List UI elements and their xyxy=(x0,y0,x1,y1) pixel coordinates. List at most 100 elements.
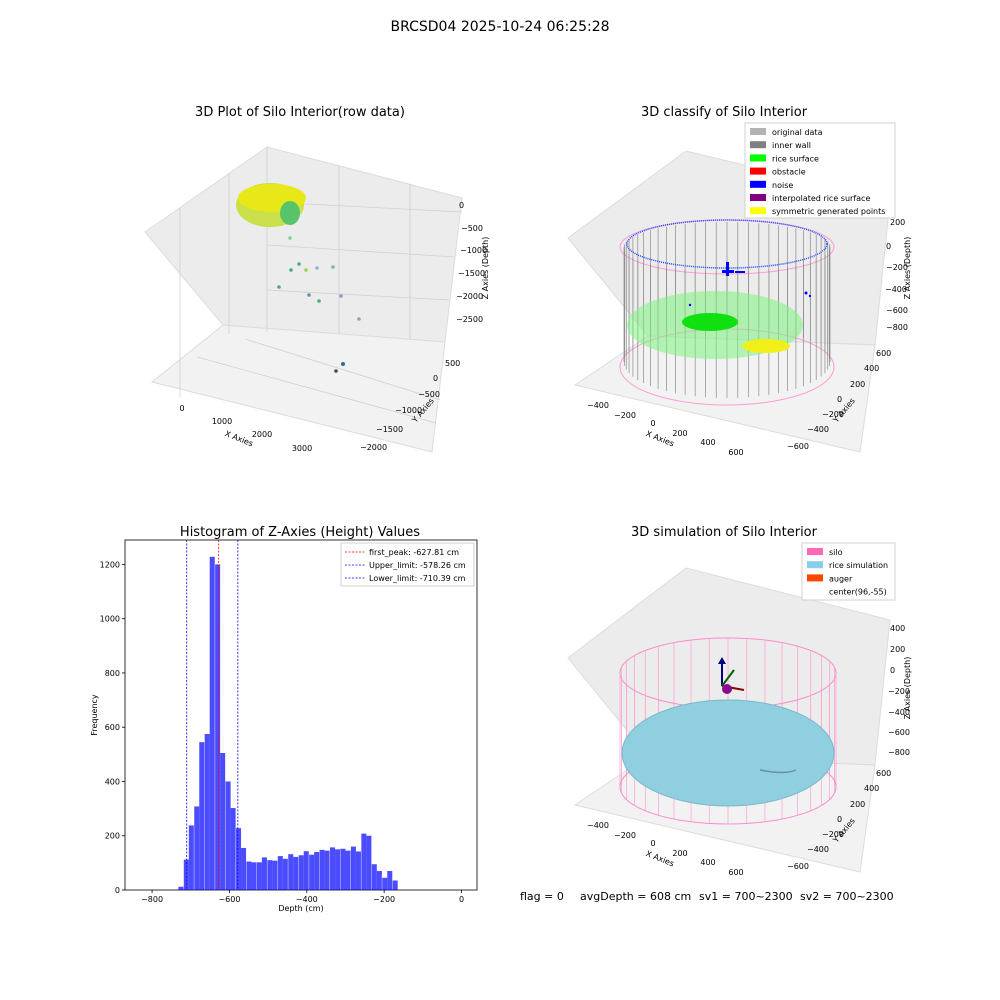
raw-back-pane xyxy=(144,146,463,343)
panel-raw-3d: 3D Plot of Silo Interior(row data) xyxy=(144,105,490,453)
histogram-legend-label: Lower_limit: -710.39 cm xyxy=(369,574,466,583)
classify-xtick-label: 200 xyxy=(672,429,687,438)
simulation-ztick-label: −200 xyxy=(888,687,910,696)
histogram-bar xyxy=(324,850,330,890)
classify-legend-swatch xyxy=(750,141,766,149)
histogram-bar xyxy=(350,846,356,890)
simulation-xtick-label: 600 xyxy=(728,868,743,877)
histogram-bar xyxy=(293,856,299,890)
figure-suptitle: BRCSD04 2025-10-24 06:25:28 xyxy=(390,19,609,35)
raw-data-cluster xyxy=(280,201,300,225)
classify-legend-label: interpolated rice surface xyxy=(772,194,870,203)
histogram-ylabel: Frequency xyxy=(90,694,99,736)
simulation-legend-swatch xyxy=(807,561,823,569)
histogram-ytick-label: 0 xyxy=(115,886,120,895)
classify-zlabel: Z Axies (Depth) xyxy=(903,237,912,300)
simulation-ytick-label: 200 xyxy=(850,800,865,809)
histogram-bar xyxy=(256,862,262,890)
classify-legend-swatch xyxy=(750,180,766,188)
classify-title: 3D classify of Silo Interior xyxy=(641,105,808,120)
raw-ztick-label: −1000 xyxy=(460,246,487,255)
simulation-legend-label: center(96,-55) xyxy=(829,588,887,597)
simulation-xtick-label: −400 xyxy=(587,821,609,830)
histogram-bar xyxy=(345,850,351,890)
histogram-bar xyxy=(183,859,189,890)
simulation-ztick-label: 400 xyxy=(890,624,905,633)
simulation-ytick-label: 600 xyxy=(876,769,891,778)
histogram-xtick-label: −200 xyxy=(373,895,395,904)
histogram-bar xyxy=(366,835,372,890)
histogram-bar xyxy=(261,857,267,890)
histogram-bar xyxy=(382,877,388,890)
histogram-bar xyxy=(314,852,320,890)
classify-ytick-label: −200 xyxy=(822,410,844,419)
raw-zlabel: Z Axies (Depth) xyxy=(481,237,490,300)
simulation-legend-label: rice simulation xyxy=(829,561,888,570)
histogram-bar xyxy=(392,880,398,890)
classify-xtick-label: −200 xyxy=(614,411,636,420)
classify-legend-label: inner wall xyxy=(772,141,811,150)
auger-z-arrowhead xyxy=(718,657,726,664)
classify-legend-swatch xyxy=(750,207,766,215)
raw-xtick-label: 2000 xyxy=(252,430,272,439)
histogram-ytick-label: 400 xyxy=(105,777,120,786)
histogram-bar xyxy=(340,848,346,890)
histogram-ytick-label: 800 xyxy=(105,669,120,678)
histogram-bar xyxy=(282,858,288,890)
histogram-legend-label: first_peak: -627.81 cm xyxy=(369,548,459,557)
classify-legend: original data inner wall rice surface obsta… xyxy=(744,122,896,219)
histogram-bar xyxy=(241,847,247,890)
classify-legend-swatch xyxy=(750,128,766,135)
histogram-bar xyxy=(371,864,377,890)
histogram-bars xyxy=(178,556,398,890)
classify-rice-dense xyxy=(682,313,738,331)
raw-xtick-label: 0 xyxy=(179,404,184,413)
classify-xtick-label: 0 xyxy=(650,419,655,428)
raw-ytick-label: −1500 xyxy=(376,425,403,434)
raw-xtick-label: 1000 xyxy=(212,417,232,426)
classify-ytick-label: 200 xyxy=(850,380,865,389)
classify-xtick-label: 400 xyxy=(700,438,715,447)
histogram-bar xyxy=(188,825,194,890)
classify-axis-ticks: −400 −200 0 200 400 600 600 400 200 0 −200 −400 −600… xyxy=(587,218,908,457)
raw-ytick-label: 500 xyxy=(445,359,460,368)
simulation-ytick-label: 400 xyxy=(864,784,879,793)
footer-readout: flag = 0 avgDepth = 608 cm sv1 = 700~230… xyxy=(520,890,894,903)
raw-floor-pane xyxy=(150,324,446,453)
histogram-axes xyxy=(124,539,478,891)
classify-ztick-label: −200 xyxy=(886,263,908,272)
histogram-bar xyxy=(204,733,210,890)
raw-ytick-label: 0 xyxy=(433,374,438,383)
simulation-ztick-label: 0 xyxy=(890,666,895,675)
histogram-bar xyxy=(225,781,231,890)
simulation-xlabel: X Axies xyxy=(645,849,676,868)
histogram-xtick-label: −800 xyxy=(141,895,163,904)
simulation-ztick-label: −800 xyxy=(888,748,910,757)
classify-xtick-label: 600 xyxy=(728,448,743,457)
histogram-xticks: −800 −600 −400 −200 0 xyxy=(141,890,464,904)
raw-xtick-label: 3000 xyxy=(292,444,312,453)
histogram-xlabel: Depth (cm) xyxy=(278,904,323,913)
histogram-bar xyxy=(215,564,221,890)
classify-legend-swatch xyxy=(750,194,766,201)
simulation-rice-surface xyxy=(621,699,835,807)
histogram-bar xyxy=(251,862,257,890)
histogram-bar xyxy=(209,556,215,890)
raw-ztick-label: −1500 xyxy=(458,269,485,278)
classify-xtick-label: −400 xyxy=(587,401,609,410)
simulation-axis-ticks: −400 −200 0 200 400 600 600 400 200 0 −200 −400 −600… xyxy=(587,624,910,877)
panel-histogram: Histogram of Z-Axies (Height) Values −80… xyxy=(90,525,478,913)
histogram-title: Histogram of Z-Axies (Height) Values xyxy=(180,525,420,540)
simulation-xtick-label: 200 xyxy=(672,849,687,858)
histogram-ytick-label: 1200 xyxy=(100,560,120,569)
simulation-legend-label: auger xyxy=(829,574,853,583)
histogram-xtick-label: −600 xyxy=(218,895,240,904)
classify-ztick-label: −400 xyxy=(885,285,907,294)
raw-ztick-label: −2500 xyxy=(456,315,483,324)
classify-floor-pane xyxy=(573,335,876,453)
classify-ztick-label: 200 xyxy=(890,218,905,227)
histogram-bar xyxy=(194,806,200,890)
raw-ytick-label: −2000 xyxy=(360,443,387,452)
histogram-bar xyxy=(376,871,382,890)
histogram-bar xyxy=(361,833,367,890)
